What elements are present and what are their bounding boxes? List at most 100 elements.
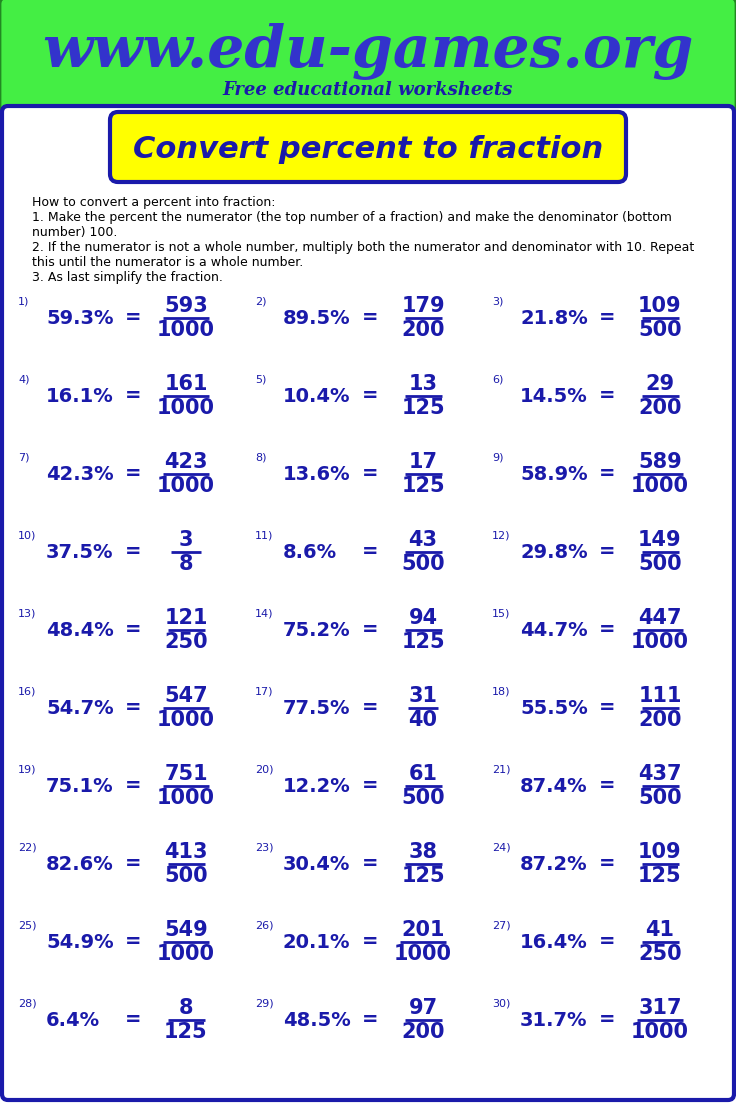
Text: =: = (124, 542, 141, 562)
Text: 28): 28) (18, 999, 37, 1009)
Text: 21): 21) (492, 765, 511, 775)
Text: 14): 14) (255, 609, 274, 619)
Text: =: = (124, 699, 141, 718)
Text: Convert percent to fraction: Convert percent to fraction (133, 135, 603, 163)
Text: 4): 4) (18, 375, 29, 385)
Text: 55.5%: 55.5% (520, 699, 588, 718)
Text: =: = (599, 699, 615, 718)
Text: 500: 500 (638, 320, 682, 340)
Text: 12.2%: 12.2% (283, 776, 351, 796)
Text: 1000: 1000 (157, 476, 215, 496)
Text: 1. Make the percent the numerator (the top number of a fraction) and make the de: 1. Make the percent the numerator (the t… (32, 211, 672, 224)
Text: 13: 13 (408, 374, 437, 394)
Text: 2): 2) (255, 297, 266, 307)
Text: this until the numerator is a whole number.: this until the numerator is a whole numb… (32, 256, 303, 269)
Text: 16.4%: 16.4% (520, 933, 588, 952)
Text: 1000: 1000 (157, 320, 215, 340)
Text: 8.6%: 8.6% (283, 542, 337, 562)
Text: 1000: 1000 (157, 710, 215, 730)
Text: =: = (124, 854, 141, 873)
Text: 413: 413 (164, 842, 208, 862)
Text: 89.5%: 89.5% (283, 308, 350, 328)
Text: 12): 12) (492, 531, 511, 541)
Text: 1000: 1000 (157, 788, 215, 808)
Text: 109: 109 (638, 296, 682, 316)
Text: 44.7%: 44.7% (520, 620, 587, 639)
Text: 1000: 1000 (631, 1022, 689, 1042)
Text: 500: 500 (638, 554, 682, 574)
Text: =: = (362, 854, 378, 873)
Text: 200: 200 (638, 710, 682, 730)
Text: 10): 10) (18, 531, 36, 541)
Text: =: = (599, 854, 615, 873)
Text: 500: 500 (638, 788, 682, 808)
Text: 24): 24) (492, 843, 511, 853)
Text: 48.4%: 48.4% (46, 620, 114, 639)
Text: =: = (124, 776, 141, 796)
Text: 48.5%: 48.5% (283, 1010, 351, 1030)
Text: 25): 25) (18, 921, 37, 931)
Text: 43: 43 (408, 530, 437, 550)
Text: 121: 121 (164, 608, 208, 628)
Text: 1000: 1000 (157, 944, 215, 964)
Text: =: = (599, 465, 615, 484)
Text: www.edu-games.org: www.edu-games.org (42, 23, 694, 81)
Text: =: = (362, 542, 378, 562)
Text: 5): 5) (255, 375, 266, 385)
Text: 54.7%: 54.7% (46, 699, 113, 718)
Text: 179: 179 (401, 296, 445, 316)
Text: 31: 31 (408, 686, 437, 705)
Text: 7): 7) (18, 453, 29, 463)
Text: =: = (599, 620, 615, 639)
Text: 500: 500 (401, 554, 445, 574)
Text: 1000: 1000 (631, 631, 689, 652)
Text: =: = (362, 699, 378, 718)
Text: 1000: 1000 (157, 399, 215, 418)
Text: 1000: 1000 (631, 476, 689, 496)
Text: 200: 200 (401, 320, 445, 340)
Text: 3: 3 (179, 530, 194, 550)
Text: 87.2%: 87.2% (520, 854, 587, 873)
Text: 75.2%: 75.2% (283, 620, 350, 639)
Text: =: = (124, 308, 141, 328)
Text: =: = (362, 620, 378, 639)
Text: =: = (124, 1010, 141, 1030)
Text: 201: 201 (401, 920, 445, 940)
Text: 40: 40 (408, 710, 437, 730)
Text: 3): 3) (492, 297, 503, 307)
Text: 23): 23) (255, 843, 274, 853)
Text: 59.3%: 59.3% (46, 308, 113, 328)
Text: 500: 500 (164, 866, 208, 887)
Text: =: = (599, 386, 615, 405)
Text: 10.4%: 10.4% (283, 386, 350, 405)
Text: 29.8%: 29.8% (520, 542, 587, 562)
Text: 2. If the numerator is not a whole number, multiply both the numerator and denom: 2. If the numerator is not a whole numbe… (32, 241, 694, 254)
Text: =: = (362, 1010, 378, 1030)
Text: 19): 19) (18, 765, 37, 775)
Text: 18): 18) (492, 687, 511, 697)
Text: 3. As last simplify the fraction.: 3. As last simplify the fraction. (32, 270, 223, 284)
Text: 26): 26) (255, 921, 274, 931)
Text: 200: 200 (401, 1022, 445, 1042)
Text: 317: 317 (638, 998, 682, 1018)
Text: 125: 125 (401, 476, 445, 496)
Text: 149: 149 (638, 530, 682, 550)
Text: 22): 22) (18, 843, 37, 853)
Text: 589: 589 (638, 452, 682, 473)
Text: 109: 109 (638, 842, 682, 862)
Text: =: = (124, 620, 141, 639)
Text: 75.1%: 75.1% (46, 776, 113, 796)
Text: 42.3%: 42.3% (46, 465, 113, 484)
Text: =: = (124, 465, 141, 484)
Text: 751: 751 (164, 764, 208, 784)
Text: 31.7%: 31.7% (520, 1010, 587, 1030)
Text: =: = (362, 465, 378, 484)
Text: =: = (124, 933, 141, 952)
Text: 547: 547 (164, 686, 208, 705)
Text: 58.9%: 58.9% (520, 465, 587, 484)
FancyBboxPatch shape (110, 112, 626, 182)
Text: 125: 125 (164, 1022, 208, 1042)
Text: =: = (599, 776, 615, 796)
Text: 27): 27) (492, 921, 511, 931)
Text: 30.4%: 30.4% (283, 854, 350, 873)
